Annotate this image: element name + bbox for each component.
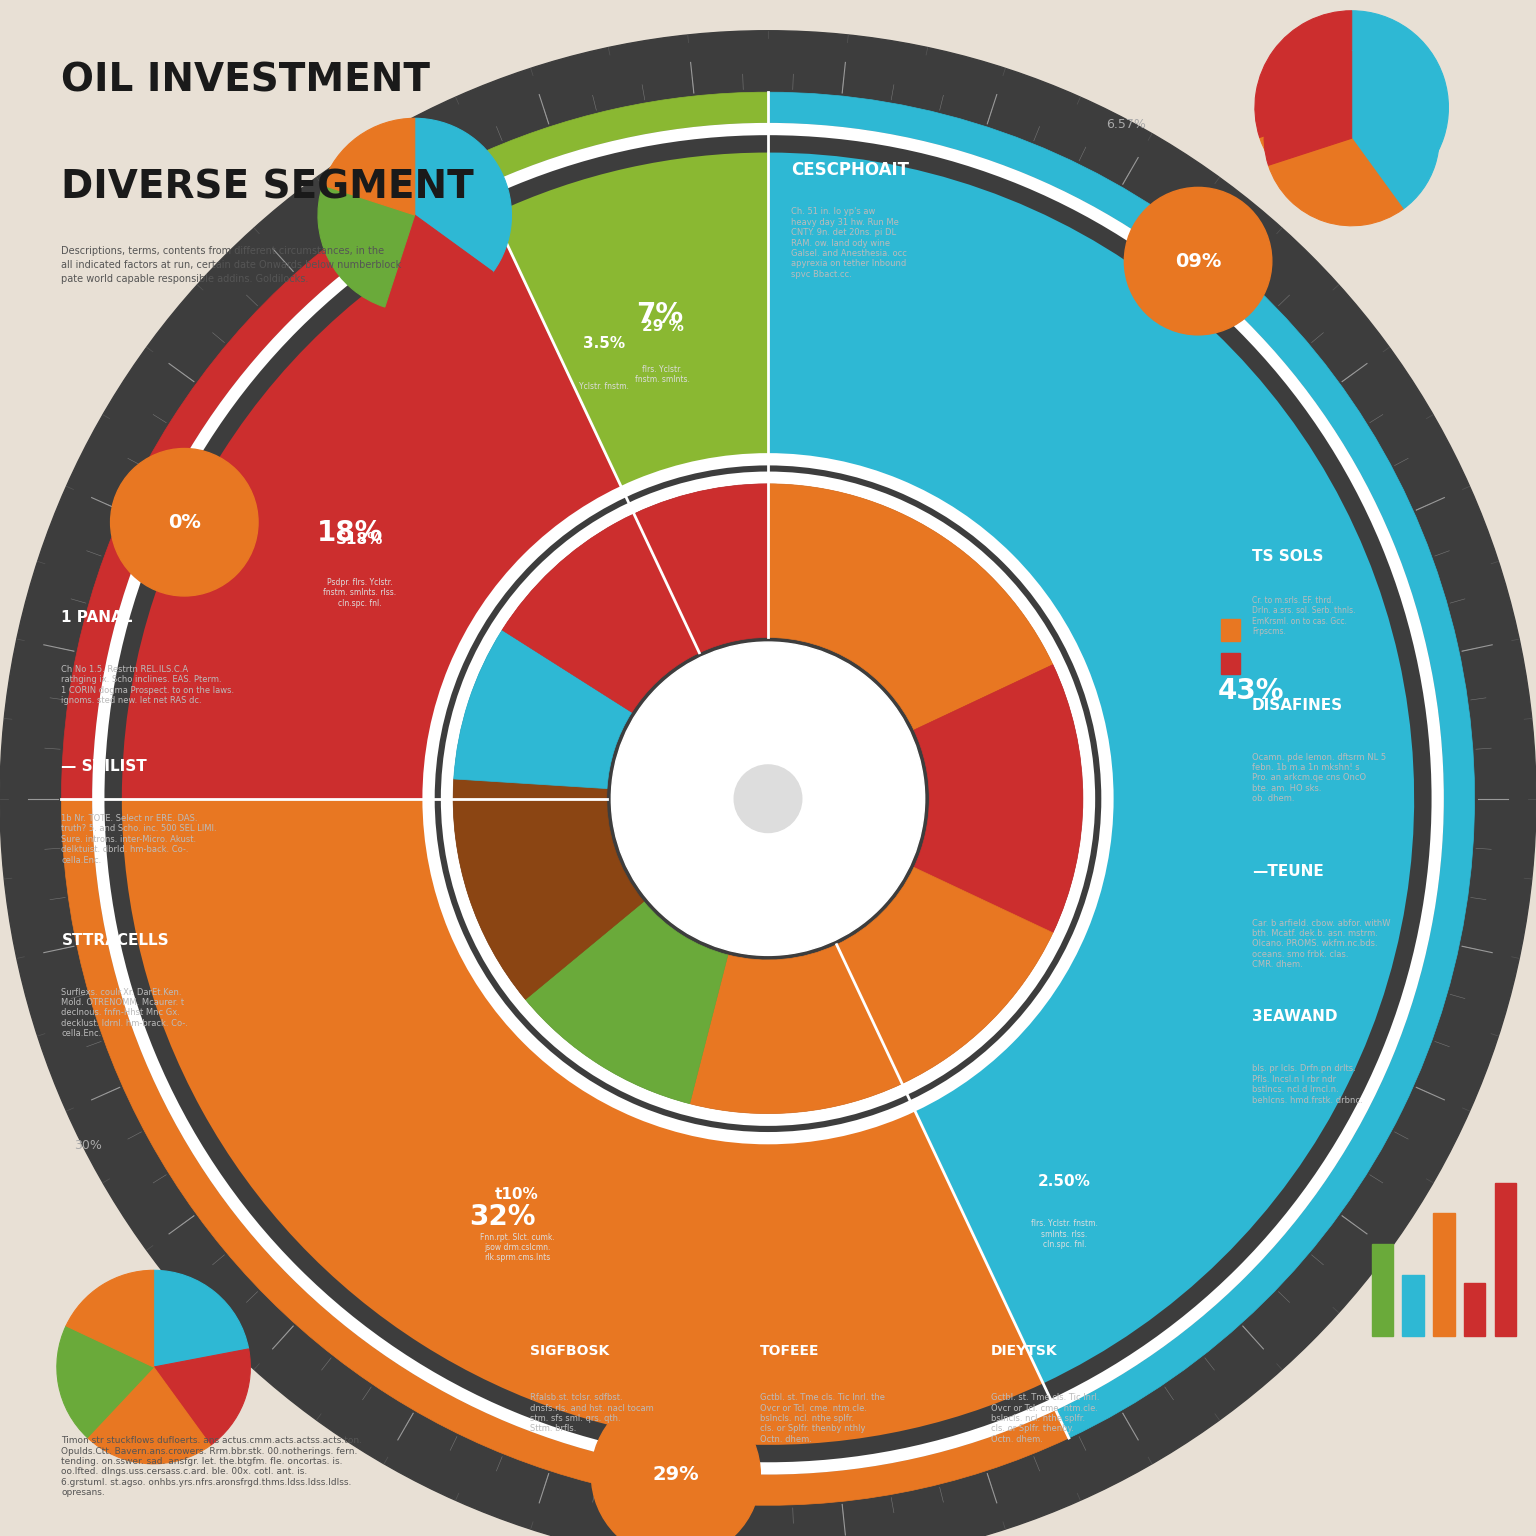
Text: Ch No 1.5. Restrtn REL.ILS.C.A
rathging ix. Scho inclines. EAS. Pterm.
1 CORIN d: Ch No 1.5. Restrtn REL.ILS.C.A rathging … — [61, 665, 235, 705]
Text: Fnn.rpt. Slct. cumk.
jsow drm.cslcmn.
rlk.sprm.cms.lnts: Fnn.rpt. Slct. cumk. jsow drm.cslcmn. rl… — [479, 1233, 554, 1263]
Bar — [1495, 1183, 1516, 1336]
Wedge shape — [422, 453, 1114, 1144]
Text: Ocamn. pde lemon. dftsrm NL 5
febn. 1b m.a 1n mkshn! s
Pro. an arkcm.qe cns OncO: Ocamn. pde lemon. dftsrm NL 5 febn. 1b m… — [1252, 753, 1385, 803]
Wedge shape — [92, 123, 1444, 1475]
Bar — [1464, 1283, 1485, 1336]
Text: —TEUNE: —TEUNE — [1252, 863, 1324, 879]
Text: 09%: 09% — [1175, 252, 1221, 270]
Text: CESCPHOAIT: CESCPHOAIT — [791, 161, 909, 180]
Wedge shape — [1255, 11, 1352, 137]
Wedge shape — [768, 484, 1052, 730]
Text: 32%: 32% — [470, 1203, 536, 1230]
Text: S18%: S18% — [336, 531, 382, 547]
Text: 30%: 30% — [74, 1138, 101, 1152]
Wedge shape — [453, 779, 644, 1000]
Wedge shape — [61, 799, 1069, 1505]
Wedge shape — [61, 160, 481, 799]
Wedge shape — [1352, 11, 1448, 186]
Text: DIEYTSK: DIEYTSK — [991, 1344, 1057, 1358]
Text: SIGFBOSK: SIGFBOSK — [530, 1344, 610, 1358]
Wedge shape — [318, 186, 415, 307]
Bar — [1372, 1244, 1393, 1336]
Wedge shape — [467, 92, 768, 187]
Wedge shape — [154, 1349, 250, 1445]
Circle shape — [591, 1390, 760, 1536]
Text: Cr. to m.srls. EF. thrd.
Drln. a.srs. sol. Serb. thnls.
EmKrsml. on to cas. Gcc.: Cr. to m.srls. EF. thrd. Drln. a.srs. so… — [1252, 596, 1355, 636]
Wedge shape — [493, 154, 768, 485]
Wedge shape — [1269, 138, 1404, 226]
Text: 29%: 29% — [653, 1465, 699, 1484]
Text: t10%: t10% — [495, 1187, 539, 1201]
Text: TS SOLS: TS SOLS — [1252, 548, 1322, 564]
Text: flrs. Yclstr.
fnstm. smlnts.: flrs. Yclstr. fnstm. smlnts. — [634, 366, 690, 384]
Text: — SVILIST: — SVILIST — [61, 759, 147, 774]
Wedge shape — [57, 1326, 154, 1438]
Text: Ch. 51 in. lo yp's aw
heavy day 31 hw. Run Me
CNTY. 9n. det 20ns. pi DL
RAM. ow.: Ch. 51 in. lo yp's aw heavy day 31 hw. R… — [791, 207, 906, 278]
Text: bls. pr lcls. Drfn.pn drlts.
Pfls. lncsl.n l rbr ndr
bstlncs. ncl.d lrncl.n.
beh: bls. pr lcls. Drfn.pn drlts. Pfls. lncsl… — [1252, 1064, 1362, 1104]
Text: 7%: 7% — [636, 301, 684, 329]
Text: 3.5%: 3.5% — [584, 336, 625, 352]
Bar — [1221, 619, 1240, 641]
Text: 43%: 43% — [1218, 677, 1284, 705]
Wedge shape — [453, 630, 631, 788]
Text: Yclstr. fnstm.: Yclstr. fnstm. — [579, 382, 630, 390]
Text: STTRACELLS: STTRACELLS — [61, 932, 169, 948]
Text: OIL INVESTMENT: OIL INVESTMENT — [61, 61, 430, 100]
Circle shape — [1124, 187, 1272, 335]
Wedge shape — [690, 868, 1052, 1114]
Text: 1 PANAL: 1 PANAL — [61, 610, 132, 625]
Text: Psdpr. flrs. Yclstr.
fnstm. smlnts. rlss.
cln.spc. fnl.: Psdpr. flrs. Yclstr. fnstm. smlnts. rlss… — [323, 578, 396, 608]
Text: Descriptions, terms, contents from different circumstances, in the
all indicated: Descriptions, terms, contents from diffe… — [61, 246, 402, 284]
Wedge shape — [88, 1367, 210, 1464]
Wedge shape — [441, 472, 1095, 1126]
Text: 18%: 18% — [316, 519, 382, 547]
Wedge shape — [123, 215, 621, 799]
Wedge shape — [66, 1270, 154, 1367]
Text: 2.50%: 2.50% — [1038, 1174, 1091, 1189]
Bar — [1221, 653, 1240, 674]
Text: Timon str stuckflows dufloerts. ans actus.cmm.acts.actss.acts.ton.
Opulds.Ctt. B: Timon str stuckflows dufloerts. ans actu… — [61, 1436, 362, 1498]
Circle shape — [734, 765, 802, 833]
Wedge shape — [386, 215, 493, 312]
Wedge shape — [154, 1270, 249, 1367]
Bar — [1433, 1213, 1455, 1336]
Text: Gctbl. st. Tme cls. Tic lnrl.
Ovcr or Tcl. cme. ntm.cle.
bslncls. ncl. nthe splf: Gctbl. st. Tme cls. Tic lnrl. Ovcr or Tc… — [991, 1393, 1100, 1444]
Text: 6.57%: 6.57% — [1106, 118, 1146, 132]
Wedge shape — [1352, 51, 1439, 209]
Text: 0%: 0% — [167, 513, 201, 531]
Text: Car. b arfield. cbow. abfor. withW
bth. Mcatf. dek.b. asn. mstrm.
Olcano. PROMS.: Car. b arfield. cbow. abfor. withW bth. … — [1252, 919, 1390, 969]
Circle shape — [684, 714, 852, 883]
Text: 1b Nr. TOTE. Select nr ERE. DAS.
truth? 5. and Scho. inc. 500 SEL LIMI.
Sure. in: 1b Nr. TOTE. Select nr ERE. DAS. truth? … — [61, 814, 217, 865]
Wedge shape — [768, 154, 1413, 1382]
Circle shape — [0, 31, 1536, 1536]
Wedge shape — [502, 484, 768, 713]
Wedge shape — [415, 118, 511, 272]
Wedge shape — [323, 118, 415, 215]
Wedge shape — [1260, 108, 1409, 204]
Text: 3EAWAND: 3EAWAND — [1252, 1009, 1338, 1025]
Wedge shape — [525, 902, 728, 1104]
Text: DIVERSE SEGMENT: DIVERSE SEGMENT — [61, 169, 475, 207]
Bar — [1402, 1275, 1424, 1336]
Text: TOFEEE: TOFEEE — [760, 1344, 820, 1358]
Wedge shape — [768, 92, 1475, 1438]
Circle shape — [611, 642, 925, 955]
Wedge shape — [1264, 51, 1352, 166]
Wedge shape — [123, 799, 1043, 1444]
Text: 29 %: 29 % — [642, 319, 684, 333]
Text: Surflexs. coulr.Xr. DarEt.Ken.
Mold. OTRENOMM. Mcaurer. t
declnous. fnfn-Hhst Mn: Surflexs. coulr.Xr. DarEt.Ken. Mold. OTR… — [61, 988, 189, 1038]
Text: flrs. Yclstr. fnstm.
smlnts. rlss.
cln.spc. fnl.: flrs. Yclstr. fnstm. smlnts. rlss. cln.s… — [1031, 1220, 1098, 1249]
Bar — [1221, 585, 1240, 607]
Text: Rfalsb.st. tclsr. sdfbst.
dnsfs.rls. and hst. nacl tocam
stm. sfs sml. qrs. qth.: Rfalsb.st. tclsr. sdfbst. dnsfs.rls. and… — [530, 1393, 654, 1433]
Wedge shape — [914, 665, 1083, 932]
Circle shape — [111, 449, 258, 596]
Text: Gctbl. st. Tme cls. Tic lnrl. the
Ovcr or Tcl. cme. ntm.cle.
bslncls. ncl. nthe : Gctbl. st. Tme cls. Tic lnrl. the Ovcr o… — [760, 1393, 885, 1444]
Text: DISAFINES: DISAFINES — [1252, 697, 1342, 713]
